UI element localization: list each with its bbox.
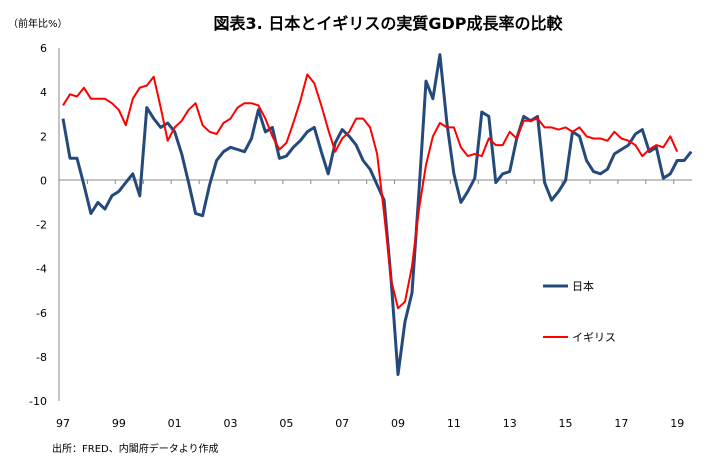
y-tick-label: -8 (36, 351, 47, 364)
x-tick-label: 13 (503, 417, 517, 430)
series-line-japan (61, 53, 693, 376)
legend-label-japan: 日本 (572, 279, 594, 293)
x-tick-label: 05 (279, 417, 293, 430)
x-tick-label: 01 (168, 417, 182, 430)
y-tick-label: -10 (29, 395, 47, 408)
y-tick-label: 2 (40, 130, 47, 143)
x-tick-label: 97 (56, 417, 70, 430)
x-tick-label: 07 (335, 417, 349, 430)
x-tick-label: 19 (670, 417, 684, 430)
x-tick-label: 09 (391, 417, 405, 430)
legend: 日本 イギリス (543, 279, 616, 344)
x-tick-label: 17 (614, 417, 628, 430)
y-tick-label: 4 (40, 86, 47, 99)
y-tick-label: 0 (40, 174, 47, 187)
y-tick-label: 6 (40, 42, 47, 55)
x-tick-label: 03 (224, 417, 238, 430)
x-tick-label: 15 (559, 417, 573, 430)
chart-title: 図表3. 日本とイギリスの実質GDP成長率の比較 (214, 14, 564, 33)
series-line-uk (62, 73, 679, 310)
y-tick-label: -4 (36, 263, 47, 276)
x-tick-label: 11 (447, 417, 461, 430)
source-note: 出所：FRED、内閣府データより作成 (52, 442, 219, 455)
legend-label-uk: イギリス (572, 331, 616, 344)
y-tick-label: -2 (36, 219, 47, 232)
x-tick-label: 99 (112, 417, 126, 430)
y-axis-unit-label: （前年比%） (8, 17, 68, 30)
y-tick-label: -6 (36, 307, 47, 320)
